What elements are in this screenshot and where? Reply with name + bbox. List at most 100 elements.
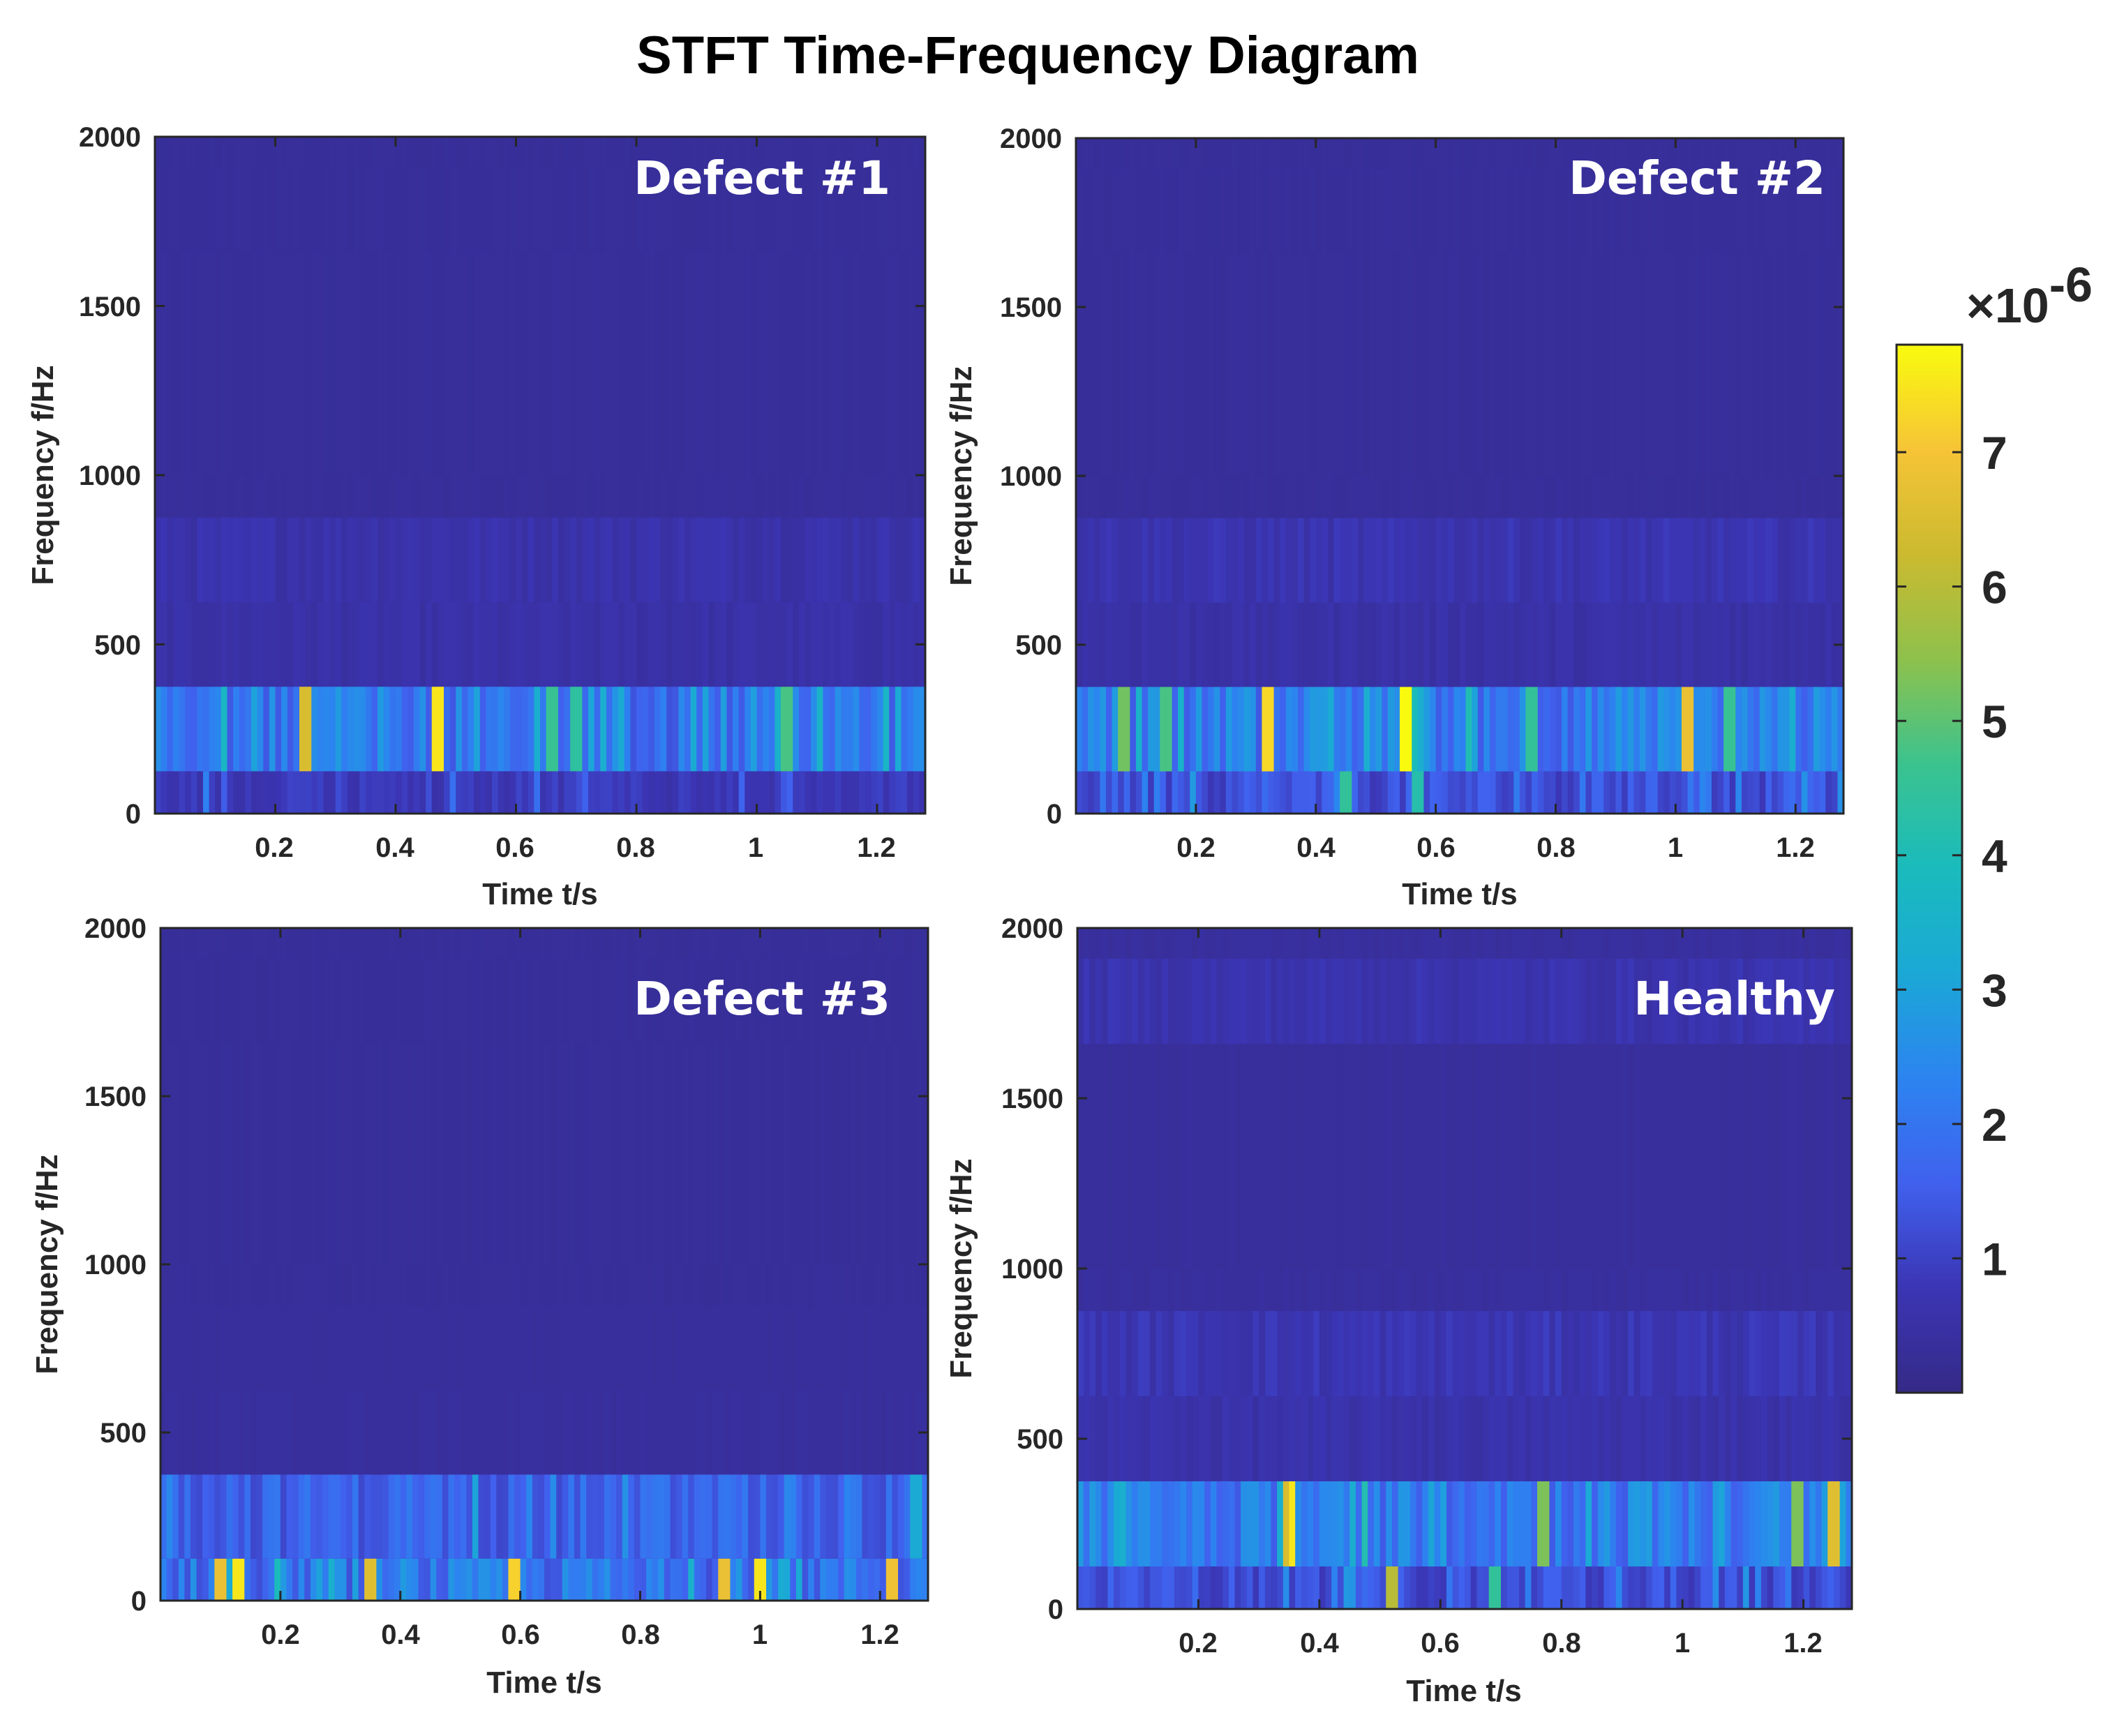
heatmap-cell — [377, 687, 384, 772]
heatmap-cell — [798, 167, 806, 252]
heatmap-cell — [1303, 771, 1310, 814]
heatmap-cell — [1693, 771, 1700, 814]
heatmap-cell — [552, 687, 559, 772]
heatmap-cell — [1174, 928, 1181, 959]
heatmap-cell — [1652, 1311, 1659, 1396]
heatmap-cell — [1760, 1269, 1768, 1311]
heatmap-cell — [1519, 928, 1526, 959]
heatmap-cell — [630, 137, 637, 167]
heatmap-cell — [868, 1042, 875, 1264]
heatmap-cell — [1325, 928, 1332, 959]
heatmap-cell — [1186, 958, 1193, 1044]
heatmap-cell — [1277, 1043, 1284, 1269]
heatmap-cell — [275, 517, 282, 602]
heatmap-cell — [1337, 1043, 1345, 1269]
heatmap-cell — [636, 517, 643, 602]
heatmap-cell — [922, 1306, 929, 1391]
heatmap-cell — [1153, 518, 1160, 603]
heatmap-cell — [1340, 771, 1347, 814]
heatmap-cell — [846, 601, 854, 687]
heatmap-cell — [868, 1264, 875, 1307]
heatmap-cell — [1228, 1269, 1236, 1311]
heatmap-cell — [1615, 1043, 1623, 1269]
heatmap-cell — [490, 1042, 497, 1264]
heatmap-cell — [846, 771, 854, 814]
heatmap-cell — [754, 958, 761, 1042]
heatmap-cell — [1693, 602, 1700, 687]
heatmap-cell — [304, 1264, 311, 1307]
heatmap-cell — [1393, 168, 1400, 253]
heatmap-cell — [756, 251, 763, 475]
heatmap-cell — [1238, 602, 1245, 687]
heatmap-cell — [1592, 253, 1599, 476]
heatmap-cell — [251, 251, 258, 475]
heatmap-cell — [702, 251, 710, 475]
heatmap-cell — [1379, 1311, 1386, 1396]
heatmap-cell — [245, 251, 252, 475]
heatmap-cell — [738, 167, 745, 252]
heatmap-cell — [1753, 518, 1760, 603]
heatmap-cell — [1252, 958, 1259, 1044]
heatmap-cell — [1773, 1566, 1780, 1609]
heatmap-cell — [808, 1264, 815, 1307]
colorbar-tick-label: 2 — [1982, 1099, 2007, 1151]
heatmap-cell — [1633, 1043, 1641, 1269]
heatmap-cell — [795, 1474, 803, 1559]
heatmap-cell — [724, 1558, 731, 1601]
heatmap-cell — [756, 601, 763, 687]
heatmap-cell — [1259, 958, 1266, 1044]
heatmap-cell — [1785, 1566, 1792, 1609]
heatmap-cell — [172, 251, 180, 475]
heatmap-cell — [1417, 476, 1425, 518]
heatmap-cell — [251, 771, 258, 814]
heatmap-cell — [1646, 958, 1653, 1044]
heatmap-cell — [1452, 958, 1459, 1044]
heatmap-cell — [790, 958, 797, 1042]
heatmap-cell — [202, 958, 209, 1042]
heatmap-cell — [214, 1558, 221, 1601]
heatmap-cell — [1310, 476, 1317, 518]
heatmap-cell — [1093, 518, 1100, 603]
heatmap-cell — [865, 601, 872, 687]
heatmap-cell — [478, 1306, 485, 1391]
heatmap-cell — [1417, 771, 1425, 814]
heatmap-cell — [1375, 168, 1382, 253]
heatmap-cell — [1791, 1396, 1798, 1481]
heatmap-cell — [437, 771, 444, 814]
heatmap-cell — [1301, 1566, 1308, 1609]
heatmap-cell — [634, 1264, 641, 1307]
heatmap-cell — [449, 517, 456, 602]
heatmap-cell — [1430, 771, 1437, 814]
heatmap-cell — [1699, 138, 1706, 169]
heatmap-cell — [1435, 518, 1442, 603]
heatmap-cell — [540, 517, 547, 602]
heatmap-cell — [823, 517, 830, 602]
heatmap-cell — [184, 1042, 191, 1264]
heatmap-cell — [1434, 1566, 1441, 1609]
heatmap-cell — [1417, 687, 1425, 772]
heatmap-cell — [1095, 1043, 1102, 1269]
heatmap-cell — [263, 601, 270, 687]
heatmap-cell — [742, 1264, 749, 1307]
heatmap-cell — [1082, 518, 1089, 603]
heatmap-cell — [1123, 771, 1130, 814]
heatmap-cell — [394, 958, 401, 1042]
heatmap-cell — [454, 1042, 461, 1264]
heatmap-cell — [1513, 602, 1520, 687]
heatmap-cell — [838, 1558, 845, 1601]
heatmap-cell — [883, 601, 890, 687]
heatmap-cell — [1357, 602, 1365, 687]
heatmap-cell — [281, 687, 288, 772]
heatmap-cell — [1220, 168, 1227, 253]
heatmap-cell — [612, 251, 619, 475]
heatmap-cell — [1495, 958, 1502, 1044]
heatmap-cell — [232, 958, 239, 1042]
heatmap-cell — [658, 1042, 665, 1264]
heatmap-cell — [1742, 1481, 1750, 1566]
heatmap-cell — [1409, 1481, 1417, 1566]
heatmap-cell — [1465, 168, 1472, 253]
heatmap-cell — [239, 771, 246, 814]
heatmap-cell — [1180, 1269, 1187, 1311]
heatmap-cell — [1190, 518, 1197, 603]
heatmap-cell — [1688, 1043, 1696, 1269]
